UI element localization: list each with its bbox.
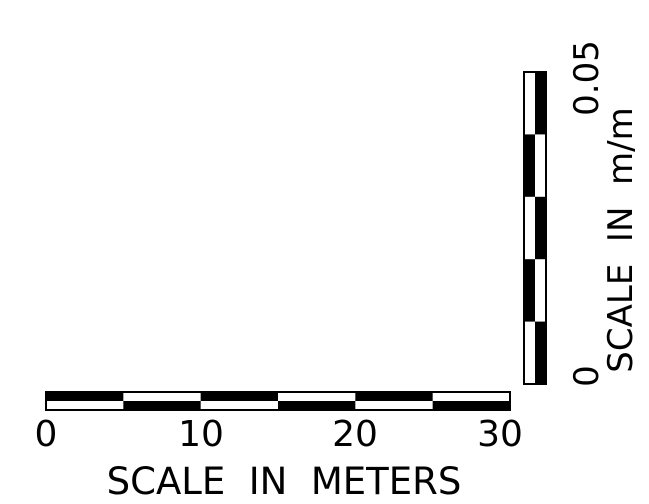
h-label-0: 0 [35,414,58,455]
h-bar-segment [432,401,510,410]
h-bar-segment [123,401,201,410]
horizontal-scale-bar [45,391,511,411]
h-bar-segment [278,401,356,410]
v-bar-segment [535,72,546,135]
v-bar-segment [535,196,546,260]
v-label-0: 0 [567,365,607,387]
h-bar-segment [355,392,433,401]
h-label-30: 30 [477,414,523,455]
v-scale-title: SCALE IN m/m [601,107,641,372]
h-scale-title: SCALE IN METERS [107,460,462,503]
h-bar-segment [46,392,124,401]
v-bar-segment [524,134,535,197]
h-bar-segment [200,392,278,401]
vertical-scale-bar [523,71,547,385]
h-label-10: 10 [178,414,224,455]
v-bar-segment [524,259,535,322]
v-label-0-05: 0.05 [567,40,607,116]
h-label-20: 20 [332,414,378,455]
v-bar-segment [535,321,546,384]
